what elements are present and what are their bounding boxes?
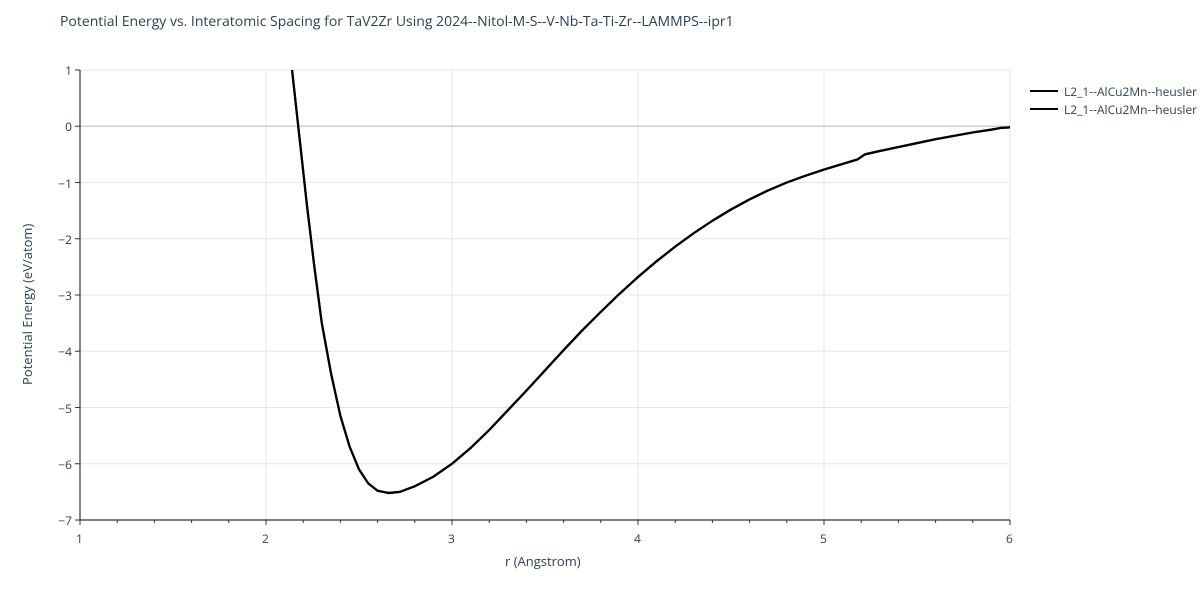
x-tick-label: 2 — [262, 530, 269, 547]
legend-item-1[interactable]: L2_1--AlCu2Mn--heusler — [1030, 100, 1197, 118]
legend-label: L2_1--AlCu2Mn--heusler — [1064, 101, 1197, 118]
plot-area[interactable] — [0, 0, 1200, 600]
x-tick-label: 5 — [820, 530, 827, 547]
legend-label: L2_1--AlCu2Mn--heusler — [1064, 83, 1197, 100]
legend-swatch-icon — [1030, 108, 1058, 110]
x-tick-label: 3 — [448, 530, 455, 547]
y-tick-label: 1 — [65, 62, 72, 79]
legend[interactable]: L2_1--AlCu2Mn--heuslerL2_1--AlCu2Mn--heu… — [1030, 82, 1197, 118]
x-tick-label: 4 — [634, 530, 641, 547]
series-line-0[interactable] — [292, 70, 1010, 493]
y-tick-label: −2 — [58, 231, 72, 248]
y-tick-label: −3 — [58, 287, 72, 304]
y-tick-label: −6 — [58, 456, 72, 473]
y-tick-label: −1 — [58, 175, 72, 192]
y-tick-label: 0 — [65, 118, 72, 135]
legend-item-0[interactable]: L2_1--AlCu2Mn--heusler — [1030, 82, 1197, 100]
legend-swatch-icon — [1030, 90, 1058, 92]
y-tick-label: −4 — [58, 343, 72, 360]
series-line-1[interactable] — [292, 70, 1010, 493]
x-tick-label: 1 — [76, 530, 83, 547]
y-tick-label: −5 — [58, 400, 72, 417]
x-tick-label: 6 — [1006, 530, 1013, 547]
y-tick-label: −7 — [58, 512, 72, 529]
chart-container: Potential Energy vs. Interatomic Spacing… — [0, 0, 1200, 600]
